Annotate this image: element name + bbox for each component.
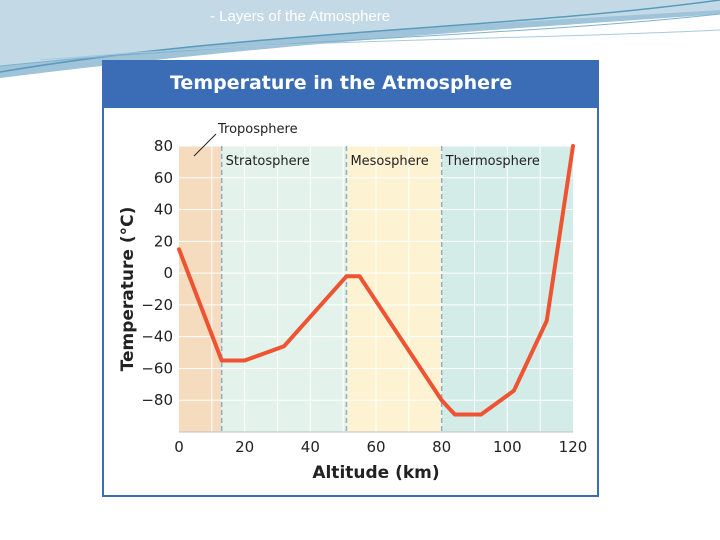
y-tick-label: −60 [141, 359, 173, 377]
y-tick-label: −40 [141, 328, 173, 346]
y-axis-label: Temperature (°C) [118, 207, 138, 372]
troposphere-pointer-line [193, 133, 217, 157]
x-tick-label: 60 [366, 438, 385, 456]
region-label-troposphere: Troposphere [217, 122, 298, 137]
temperature-series-line [177, 144, 575, 417]
chart-header: Temperature in the Atmosphere [104, 62, 597, 108]
y-tick-label: 60 [154, 169, 173, 187]
x-tick-label: 80 [432, 438, 451, 456]
region-label-mesosphere: Mesosphere [350, 154, 428, 169]
slide-title: - Layers of the Atmosphere [210, 8, 391, 25]
y-tick-label: 0 [163, 264, 173, 282]
header-swoosh-decoration [0, 0, 720, 78]
x-tick-label: 40 [301, 438, 320, 456]
x-tick-label: 20 [235, 438, 254, 456]
y-tick-label: −80 [141, 391, 173, 409]
x-tick-label: 0 [174, 438, 184, 456]
x-tick-label: 100 [493, 438, 522, 456]
y-tick-label: −20 [141, 296, 173, 314]
y-tick-label: 20 [154, 232, 173, 250]
x-axis-label: Altitude (km) [312, 463, 439, 483]
region-label-stratosphere: Stratosphere [226, 154, 310, 169]
region-band-stratosphere [221, 146, 347, 432]
chart-title: Temperature in the Atmosphere [170, 72, 513, 94]
region-band-mesosphere [346, 146, 442, 432]
x-tick-label: 120 [559, 438, 588, 456]
y-tick-label: 80 [154, 137, 173, 155]
temperature-chart: Troposphere Stratosphere Mesosphere Thermos… [118, 122, 588, 483]
region-label-thermosphere: Thermosphere [445, 154, 540, 169]
chart-figure: Temperature in the Atmosphere Tropospher… [102, 60, 599, 497]
y-tick-label: 40 [154, 201, 173, 219]
region-band-troposphere [179, 146, 222, 432]
